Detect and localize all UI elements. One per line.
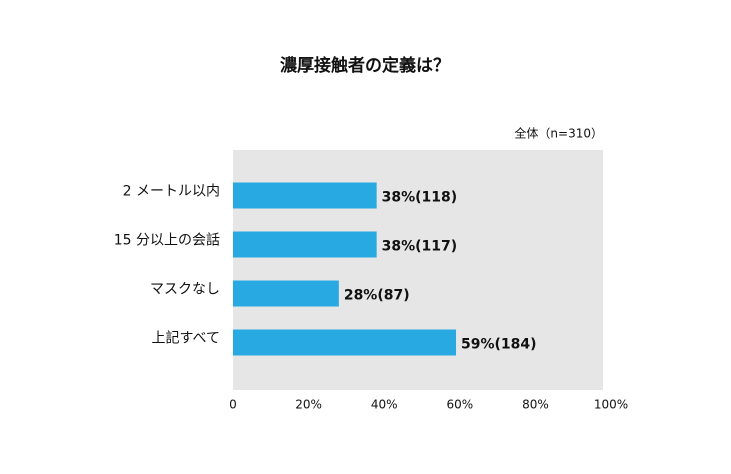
value-label: 38%(118): [382, 190, 458, 206]
x-tick-label: 40%: [371, 398, 398, 412]
y-tick-label: 2 メートル以内: [123, 184, 220, 200]
bar: [233, 280, 339, 307]
x-tick-label: 80%: [522, 398, 549, 412]
bar: [233, 329, 457, 356]
y-tick-label: マスクなし: [150, 282, 220, 298]
bar: [233, 182, 377, 209]
chart-subtitle: 全体（n=310）: [514, 126, 603, 141]
value-label: 38%(117): [382, 239, 458, 255]
value-label: 28%(87): [344, 288, 410, 304]
chart-title: 濃厚接触者の定義は？: [280, 55, 450, 76]
value-label: 59%(184): [461, 337, 537, 353]
x-tick-label: 0: [229, 398, 237, 412]
y-tick-label: 15 分以上の会話: [114, 232, 220, 249]
bar: [233, 231, 377, 258]
x-tick-label: 60%: [446, 398, 473, 412]
y-tick-label: 上記すべて: [152, 330, 220, 347]
x-tick-label: 20%: [295, 398, 322, 412]
x-tick-label: 100%: [594, 398, 628, 412]
